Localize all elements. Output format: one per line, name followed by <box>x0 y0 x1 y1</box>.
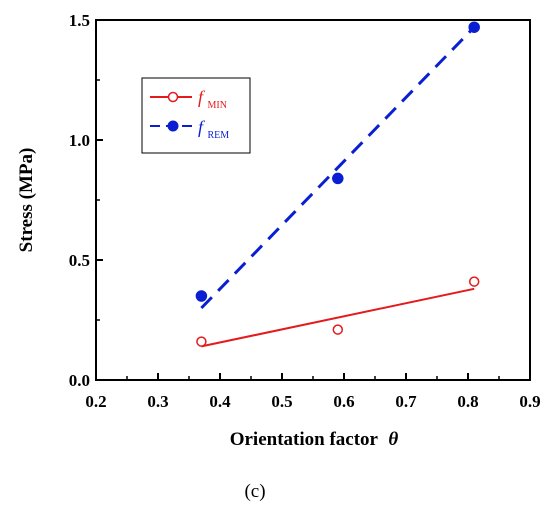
x-tick-label: 0.8 <box>457 392 478 411</box>
x-tick-label: 0.3 <box>147 392 168 411</box>
x-tick-label: 0.2 <box>85 392 106 411</box>
x-tick-label: 0.5 <box>271 392 292 411</box>
x-axis-title-text: Orientation factor <box>230 429 379 450</box>
point-rem <box>468 21 480 33</box>
data-points <box>195 21 480 347</box>
y-tick-label: 1.5 <box>69 11 90 30</box>
point-rem <box>332 172 344 185</box>
legend-label-rem-sub: REM <box>208 130 230 141</box>
point-min <box>332 324 344 335</box>
x-axis-title-symbol: θ <box>388 429 398 450</box>
x-tick-label: 0.7 <box>395 392 417 411</box>
y-tick-label: 0.0 <box>69 371 90 390</box>
legend-marker-min <box>167 91 179 103</box>
fit-line-rem <box>200 26 476 310</box>
legend-label-min-sub: MIN <box>208 100 227 111</box>
figure-caption: (c) <box>244 481 265 502</box>
point-min <box>196 336 207 347</box>
legend-marker-rem <box>167 120 179 132</box>
x-tick-label: 0.4 <box>209 392 231 411</box>
y-tick-label: 1.0 <box>69 131 90 150</box>
x-axis-ticks: 0.2 0.3 0.4 0.5 0.6 0.7 0.8 0.9 <box>85 373 541 411</box>
point-rem <box>195 290 208 302</box>
x-tick-label: 0.6 <box>333 392 354 411</box>
y-axis-ticks: 0.0 0.5 1.0 1.5 <box>69 11 103 390</box>
legend: f MIN f REM <box>141 77 251 154</box>
legend-label-min: f MIN <box>198 87 227 111</box>
x-axis-title: Orientation factor θ <box>230 429 399 450</box>
y-axis-title: Stress (MPa) <box>16 148 37 253</box>
point-min <box>468 276 480 287</box>
x-tick-label: 0.9 <box>519 392 540 411</box>
legend-label-rem: f REM <box>198 117 229 141</box>
legend-label-rem-main: f <box>198 117 206 137</box>
fit-lines <box>200 26 476 348</box>
fit-line-min <box>201 287 475 348</box>
legend-box <box>141 77 251 154</box>
y-tick-label: 0.5 <box>69 251 90 270</box>
legend-label-min-main: f <box>198 87 206 107</box>
plot-frame <box>95 19 531 381</box>
plot-axes <box>95 19 531 381</box>
